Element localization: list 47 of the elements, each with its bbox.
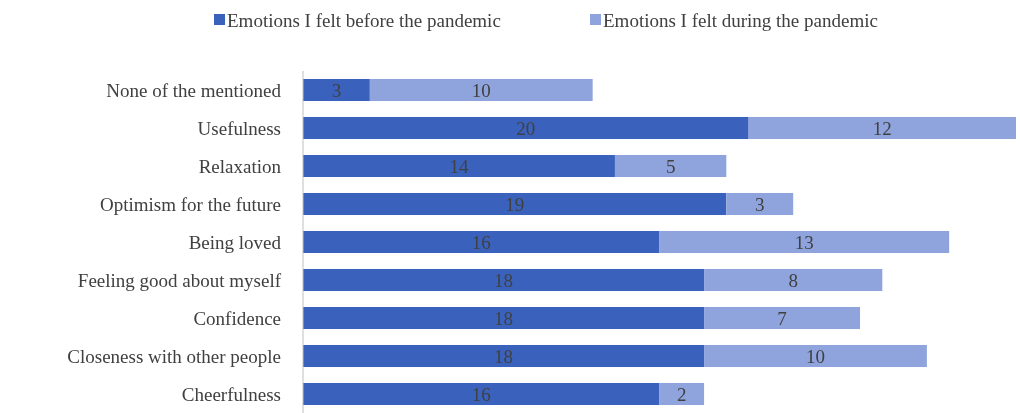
bar <box>614 154 727 178</box>
data-label: 12 <box>872 117 892 139</box>
bar <box>303 154 615 178</box>
y-tick-label: Feeling good about myself <box>77 269 282 291</box>
bar <box>748 116 1016 140</box>
data-label: 2 <box>677 383 687 405</box>
y-tick-label: Closeness with other people <box>67 345 281 367</box>
data-label: 8 <box>788 269 798 291</box>
y-tick-label: Usefulness <box>197 117 281 139</box>
data-label: 3 <box>331 79 342 101</box>
data-label: 16 <box>471 383 491 405</box>
bar <box>659 230 950 254</box>
bar <box>303 192 727 216</box>
data-label: 3 <box>755 193 765 215</box>
bar <box>303 306 705 330</box>
data-label: 18 <box>494 269 514 291</box>
data-label: 5 <box>665 155 676 177</box>
bar <box>659 382 705 406</box>
y-tick-label: None of the mentioned <box>106 79 282 101</box>
legend-label: Emotions I felt during the pandemic <box>603 9 878 31</box>
bar <box>303 382 660 406</box>
data-label: 13 <box>794 231 814 253</box>
legend-label: Emotions I felt before the pandemic <box>227 9 501 31</box>
bar <box>303 78 370 102</box>
y-tick-label: Being loved <box>188 231 282 253</box>
bar <box>303 268 705 292</box>
y-tick-label: Cheerfulness <box>181 383 281 405</box>
data-label: 14 <box>449 155 469 177</box>
bar <box>704 344 927 368</box>
bar <box>303 230 660 254</box>
data-label: 20 <box>516 117 536 139</box>
bar <box>704 268 883 292</box>
data-label: 7 <box>777 307 787 329</box>
bar <box>303 344 705 368</box>
data-label: 10 <box>471 79 491 101</box>
data-label: 18 <box>494 307 514 329</box>
bar <box>726 192 794 216</box>
data-label: 10 <box>805 345 825 367</box>
bar <box>704 306 861 330</box>
y-tick-label: Confidence <box>193 307 281 329</box>
y-tick-label: Optimism for the future <box>100 193 281 215</box>
bar <box>369 78 593 102</box>
data-label: 18 <box>494 345 514 367</box>
y-tick-label: Relaxation <box>198 155 282 177</box>
bar <box>303 116 749 140</box>
data-label: 16 <box>471 231 491 253</box>
data-label: 19 <box>505 193 525 215</box>
